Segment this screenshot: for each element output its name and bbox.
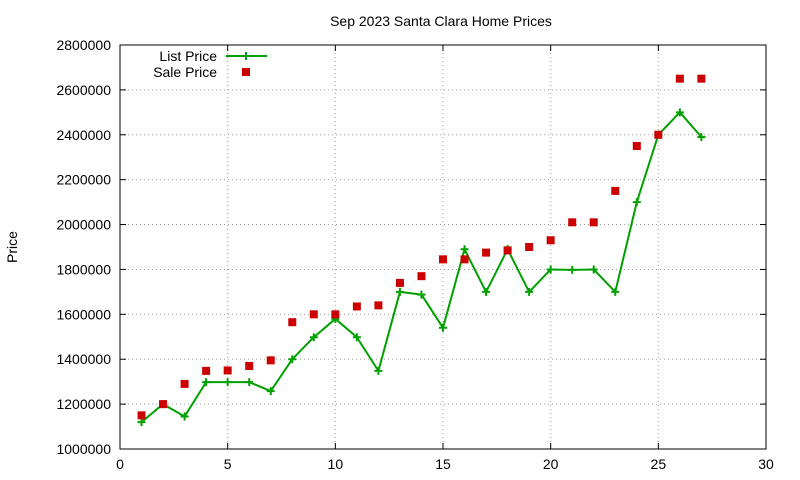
sale-price-point (503, 246, 512, 255)
y-tick-label: 1000000 (56, 441, 111, 457)
y-tick-label: 2600000 (56, 82, 111, 98)
x-tick-label: 15 (435, 456, 451, 472)
series-1 (137, 74, 706, 420)
legend-label: List Price (159, 48, 217, 64)
sale-price-point (288, 318, 297, 327)
y-tick-label: 2800000 (56, 37, 111, 53)
list-price-point (180, 412, 189, 421)
list-price-point (266, 387, 275, 396)
sale-price-point (245, 361, 254, 370)
sale-price-point (611, 186, 620, 195)
y-tick-label: 1400000 (56, 351, 111, 367)
sale-price-point (460, 255, 469, 264)
list-price-point (568, 265, 577, 274)
list-price-point (417, 290, 426, 299)
legend-square-swatch (242, 68, 250, 76)
list-price-point (309, 333, 318, 342)
chart-title: Sep 2023 Santa Clara Home Prices (330, 13, 552, 29)
y-tick-label: 1200000 (56, 396, 111, 412)
sale-price-point (417, 272, 426, 281)
sale-price-point (159, 400, 168, 409)
y-tick-label: 2400000 (56, 127, 111, 143)
list-price-point (137, 418, 146, 427)
sale-price-point (589, 218, 598, 227)
list-price-point (632, 198, 641, 207)
list-price-point (697, 133, 706, 142)
sale-price-point (202, 366, 211, 375)
list-price-point (352, 333, 361, 342)
x-tick-label: 20 (543, 456, 559, 472)
sale-price-point (632, 142, 641, 150)
list-price-point (202, 378, 211, 387)
sale-price-point (331, 310, 340, 319)
sale-price-point (546, 236, 555, 245)
sale-price-point (697, 74, 706, 83)
list-price-point (589, 265, 598, 274)
y-tick-label: 1600000 (56, 306, 111, 322)
x-tick-label: 30 (758, 456, 774, 472)
list-price-point (245, 378, 254, 387)
series-layer (137, 74, 706, 427)
sale-price-point (654, 130, 663, 139)
sale-price-point (223, 366, 232, 375)
list-price-point (395, 287, 404, 296)
sale-price-point (675, 74, 684, 83)
sale-price-point (395, 278, 404, 287)
sale-price-point (309, 310, 318, 319)
y-axis-label: Price (4, 231, 20, 263)
sale-price-point (180, 379, 189, 388)
sale-price-point (352, 302, 361, 311)
sale-price-point (439, 255, 447, 264)
x-tick-label: 5 (224, 456, 232, 472)
list-price-point (675, 108, 684, 117)
list-price-point (439, 323, 447, 332)
sale-price-point (482, 248, 491, 257)
list-price-point (482, 287, 491, 296)
legend-plus-swatch (242, 52, 250, 60)
list-price-point (460, 245, 469, 254)
x-tick-label: 0 (116, 456, 124, 472)
sale-price-point (374, 301, 383, 310)
legend-label: Sale Price (153, 64, 217, 80)
sale-price-point (568, 218, 577, 227)
list-price-point (525, 287, 534, 296)
y-tick-label: 1800000 (56, 261, 111, 277)
list-price-point (546, 265, 555, 274)
series-0 (137, 108, 706, 427)
plot-frame (119, 44, 767, 450)
tick-labels: 1000000 1200000 1400000 1600000 1800000 20000… (56, 37, 774, 472)
list-price-point (223, 378, 232, 387)
list-price-point (288, 355, 297, 364)
x-tick-label: 25 (651, 456, 667, 472)
y-tick-label: 2200000 (56, 172, 111, 188)
sale-price-point (137, 411, 146, 420)
list-price-point (611, 287, 620, 296)
y-tick-label: 2000000 (56, 217, 111, 233)
list-price-point (374, 366, 383, 375)
x-tick-label: 10 (328, 456, 344, 472)
sale-price-point (525, 243, 534, 251)
sale-price-point (266, 356, 275, 365)
